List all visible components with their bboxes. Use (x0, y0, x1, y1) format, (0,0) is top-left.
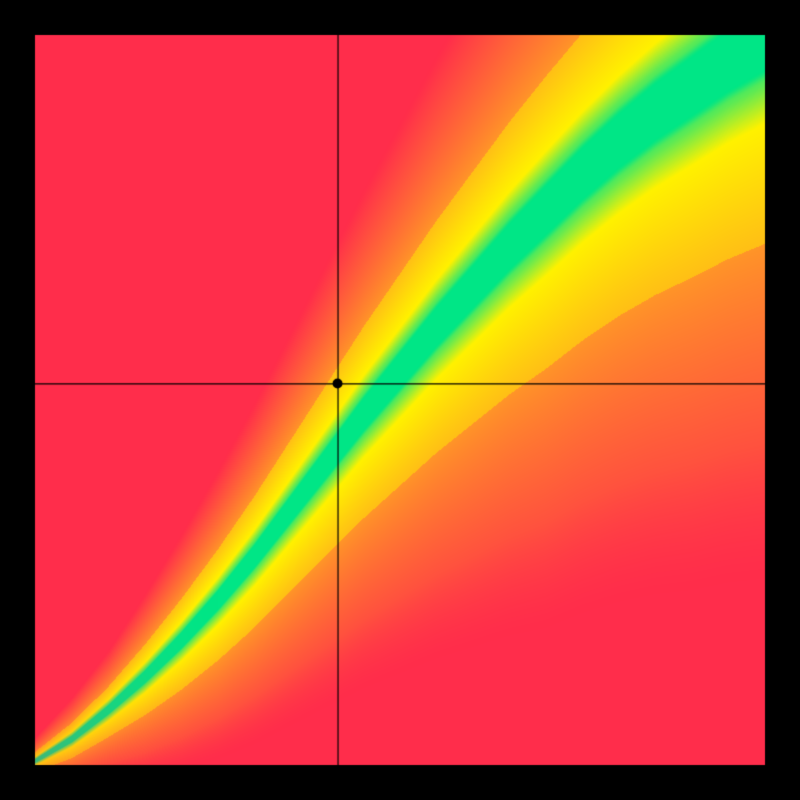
heatmap-canvas (0, 0, 800, 800)
